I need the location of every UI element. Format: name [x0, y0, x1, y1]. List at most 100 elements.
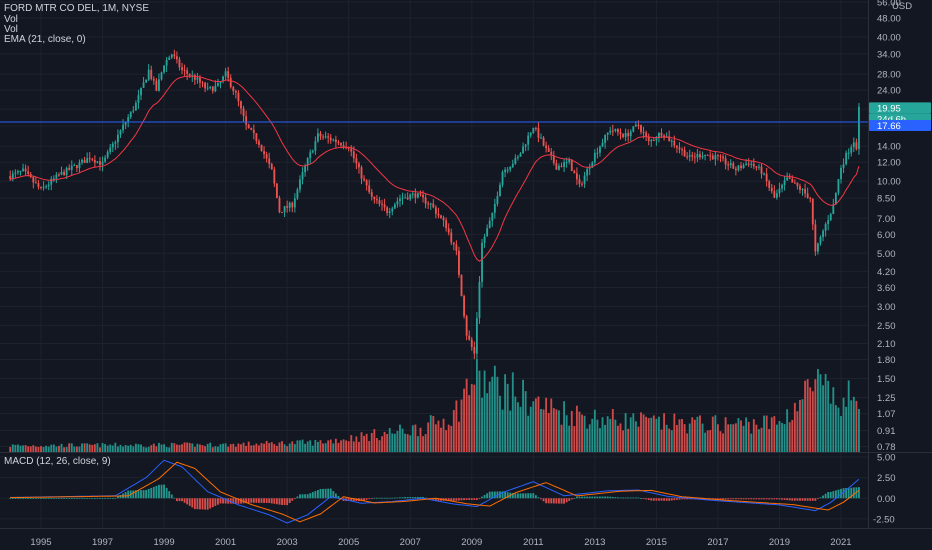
macd-histogram-bar: [740, 498, 742, 500]
volume-bar: [596, 419, 599, 452]
volume-bar: [786, 409, 789, 452]
macd-histogram-bar: [647, 498, 650, 500]
macd-histogram-bar: [255, 498, 258, 503]
candle-body: [352, 151, 355, 159]
macd-histogram-bar: [717, 498, 719, 500]
macd-histogram-bar: [437, 498, 440, 501]
price-tag-label: 24d 6h: [877, 114, 906, 125]
candle-body: [686, 156, 689, 158]
macd-histogram-bar: [791, 498, 794, 501]
currency-label: USD: [892, 1, 912, 12]
volume-bar: [611, 408, 614, 452]
macd-histogram-bar: [555, 498, 558, 504]
macd-histogram-bar: [191, 498, 194, 508]
volume-bar: [286, 446, 289, 452]
volume-bar: [740, 420, 742, 452]
volume-bar: [817, 369, 819, 452]
candle-body: [517, 156, 519, 158]
candle-body: [281, 212, 283, 214]
macd-histogram-bar: [488, 491, 491, 499]
macd-histogram-bar: [275, 498, 278, 505]
macd-histogram-bar: [299, 494, 301, 499]
candle-body: [483, 236, 486, 243]
time-tick-label: 2007: [400, 537, 421, 548]
volume-bar: [832, 387, 835, 452]
macd-histogram-bar: [617, 497, 619, 499]
macd-histogram-bar: [581, 496, 583, 499]
volume-bar: [378, 440, 381, 452]
candle-body: [755, 166, 758, 168]
time-tick-label: 2003: [277, 537, 298, 548]
candle-body: [275, 183, 278, 198]
candle-body: [55, 174, 58, 179]
candle-body: [434, 207, 437, 214]
volume-bar: [422, 436, 424, 452]
volume-bar: [768, 429, 771, 452]
volume-bar: [606, 416, 609, 452]
macd-histogram-bar: [117, 496, 119, 499]
macd-histogram-bar: [660, 498, 663, 501]
macd-line: [10, 459, 860, 524]
volume-bar: [281, 441, 283, 452]
candle-body: [86, 158, 89, 163]
volume-bar: [183, 442, 186, 452]
volume-bar: [575, 405, 578, 452]
macd-histogram-bar: [337, 495, 340, 499]
volume-bar: [593, 409, 596, 452]
volume-bar: [701, 423, 704, 452]
volume-bar: [304, 443, 307, 452]
macd-histogram-bar: [37, 498, 40, 499]
volume-bar: [491, 376, 494, 452]
price-tick-label: 14.00: [877, 142, 901, 153]
candle-body: [22, 168, 24, 172]
time-tick-label: 2013: [584, 537, 605, 548]
volume-bar: [311, 445, 314, 452]
volume-bar: [127, 445, 130, 452]
volume-bar: [14, 444, 17, 452]
candle-body: [491, 212, 494, 221]
candle-body: [604, 134, 607, 143]
macd-histogram-bar: [583, 496, 586, 499]
volume-bar: [619, 423, 622, 452]
volume-bar: [714, 415, 717, 452]
macd-histogram-bar: [88, 497, 91, 499]
time-tick-label: 1995: [30, 537, 51, 548]
macd-histogram-bar: [842, 488, 845, 499]
candle-body: [175, 56, 178, 60]
macd-histogram-bar: [447, 498, 450, 501]
candle-body: [547, 148, 550, 152]
candle-body: [150, 69, 153, 79]
volume-bar: [17, 444, 19, 452]
candle-body: [617, 128, 619, 133]
candle-body: [555, 163, 558, 170]
candle-body: [291, 202, 294, 208]
candle-body: [270, 163, 273, 170]
candle-body: [619, 132, 622, 135]
candle-body: [452, 242, 455, 245]
macd-histogram-bar: [629, 497, 632, 499]
volume-bar: [96, 443, 99, 452]
volume-bar: [273, 444, 276, 452]
macd-histogram-bar: [773, 498, 776, 500]
candle-body: [404, 197, 407, 199]
candle-body: [127, 117, 130, 123]
macd-histogram-bar: [329, 488, 332, 499]
macd-histogram-bar: [722, 498, 724, 500]
macd-histogram-bar: [63, 497, 65, 499]
candle-body: [258, 141, 260, 145]
macd-histogram-bar: [324, 488, 327, 499]
candle-body: [314, 141, 317, 151]
macd-histogram-bar: [319, 488, 322, 499]
macd-histogram-bar: [801, 498, 804, 501]
macd-histogram-bar: [578, 496, 581, 499]
volume-bar: [642, 414, 645, 452]
volume-bar: [201, 445, 204, 452]
candle-body: [140, 87, 142, 96]
volume-bar: [681, 418, 683, 452]
price-tick-label: 2.10: [877, 339, 896, 350]
price-tag: [869, 102, 931, 114]
candle-body: [340, 142, 342, 146]
candle-body: [263, 151, 265, 155]
macd-histogram-bar: [163, 484, 165, 499]
